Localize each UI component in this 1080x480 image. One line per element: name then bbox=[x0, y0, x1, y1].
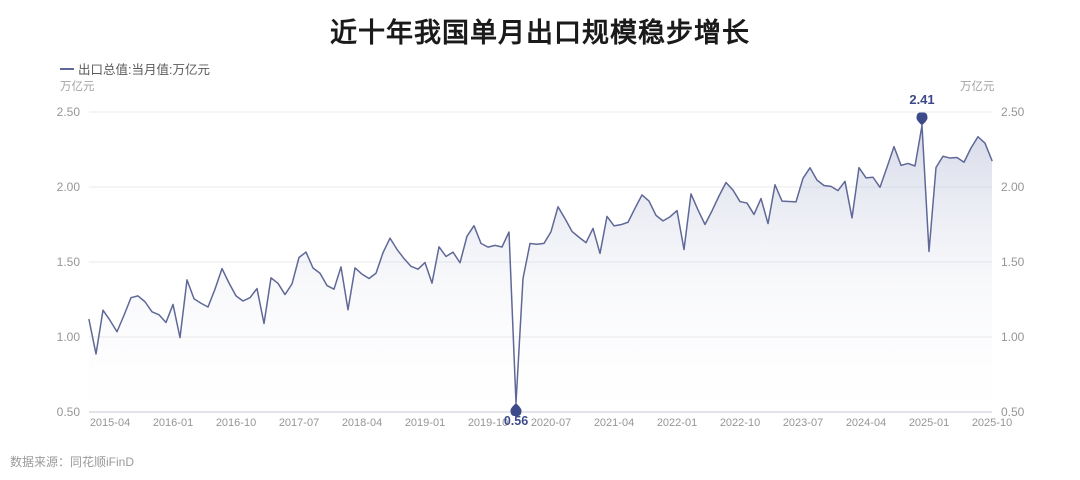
svg-text:2022-01: 2022-01 bbox=[657, 417, 697, 429]
svg-text:0.50: 0.50 bbox=[57, 405, 81, 419]
svg-text:2024-04: 2024-04 bbox=[846, 417, 886, 429]
svg-text:2025-01: 2025-01 bbox=[909, 417, 949, 429]
svg-text:2017-07: 2017-07 bbox=[279, 417, 319, 429]
svg-text:2025-10: 2025-10 bbox=[972, 417, 1012, 429]
svg-text:2016-01: 2016-01 bbox=[153, 417, 193, 429]
svg-text:2.00: 2.00 bbox=[57, 180, 81, 194]
svg-text:2.00: 2.00 bbox=[1001, 180, 1025, 194]
svg-text:2.41: 2.41 bbox=[909, 92, 934, 107]
svg-text:2019-10: 2019-10 bbox=[468, 417, 508, 429]
svg-text:2016-10: 2016-10 bbox=[216, 417, 256, 429]
svg-text:2020-07: 2020-07 bbox=[531, 417, 571, 429]
svg-text:2018-04: 2018-04 bbox=[342, 417, 382, 429]
svg-text:2.50: 2.50 bbox=[57, 105, 81, 119]
svg-text:2023-07: 2023-07 bbox=[783, 417, 823, 429]
svg-text:0.56: 0.56 bbox=[504, 414, 528, 428]
svg-text:1.00: 1.00 bbox=[57, 330, 81, 344]
svg-text:2021-04: 2021-04 bbox=[594, 417, 634, 429]
svg-text:2022-10: 2022-10 bbox=[720, 417, 760, 429]
svg-text:1.50: 1.50 bbox=[57, 255, 81, 269]
svg-text:1.00: 1.00 bbox=[1001, 330, 1025, 344]
svg-text:2015-04: 2015-04 bbox=[90, 417, 130, 429]
svg-text:2019-01: 2019-01 bbox=[405, 417, 445, 429]
svg-text:1.50: 1.50 bbox=[1001, 255, 1025, 269]
svg-text:2.50: 2.50 bbox=[1001, 105, 1025, 119]
